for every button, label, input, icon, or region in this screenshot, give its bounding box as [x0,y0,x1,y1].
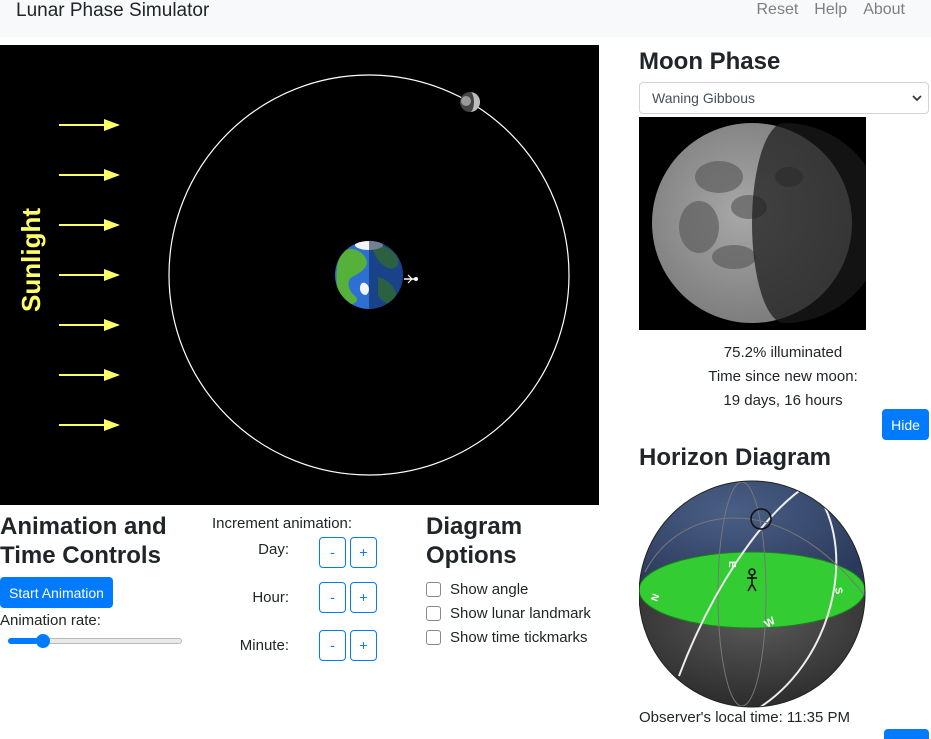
show-time-tickmarks-option[interactable]: Show time tickmarks [426,627,588,647]
show-time-tickmarks-checkbox[interactable] [426,629,441,645]
hour-label: Hour: [252,589,289,606]
animation-rate-label: Animation rate: [0,612,101,629]
increment-hour-row: Hour: - + [212,582,382,614]
show-angle-option[interactable]: Show angle [426,579,528,599]
reset-link[interactable]: Reset [756,1,799,18]
observer-stick-figure [747,568,757,592]
show-lunar-landmark-label[interactable]: Show lunar landmark [450,604,591,622]
animation-controls: Animation and Time Controls Start Animat… [0,512,200,648]
slider-fill [8,638,43,644]
animation-controls-title: Animation and Time Controls [0,513,167,569]
observer-icon[interactable] [404,274,418,284]
sunlight-label: Sunlight [16,208,46,312]
show-angle-checkbox[interactable] [426,581,441,597]
observer-local-time: Observer's local time: 11:35 PM [639,709,850,726]
moon-phase-selected[interactable]: Waning Gibbous [652,90,755,106]
day-decrement-button[interactable]: - [319,537,346,568]
help-link[interactable]: Help [814,1,848,18]
hide-button[interactable]: Hide [882,409,929,440]
chevron-down-icon [912,95,922,102]
increment-minute-row: Minute: - + [212,630,382,662]
diagram-options-title: Diagram Options [426,513,523,569]
about-link[interactable]: About [863,1,905,18]
moon-on-sky [750,508,772,530]
show-lunar-landmark-option[interactable]: Show lunar landmark [426,603,591,623]
south-label: S [832,587,844,596]
horizon-diagram[interactable]: E S W N [638,476,869,708]
nav-links: Reset Help About [756,1,905,19]
show-time-tickmarks-label[interactable]: Show time tickmarks [450,628,588,646]
moon-info: 75.2% illuminated Time since new moon: 1… [639,341,929,413]
minute-label: Minute: [239,637,289,654]
hour-decrement-button[interactable]: - [319,582,346,613]
moon-phase-image [639,117,884,330]
minute-increment-button[interactable]: + [350,630,377,661]
navbar: Lunar Phase Simulator Reset Help About [0,0,931,37]
hour-increment-button[interactable]: + [350,582,377,613]
animation-rate-slider[interactable] [8,634,182,648]
app-title[interactable]: Lunar Phase Simulator [16,0,210,21]
east-label: E [726,561,737,568]
day-label: Day: [258,541,289,558]
day-increment-button[interactable]: + [350,537,377,568]
show-angle-label[interactable]: Show angle [450,580,529,598]
north-label: N [649,592,662,603]
earth [335,241,403,309]
slider-thumb[interactable] [35,634,50,648]
show-lunar-landmark-checkbox[interactable] [426,605,441,621]
sunlight-arrows [59,119,120,431]
orbit-diagram[interactable]: Sunlight [0,45,599,505]
moon-marker[interactable] [460,92,480,112]
orbit-canvas[interactable]: Sunlight [0,45,599,505]
increment-title: Increment animation: [212,515,353,532]
moon-phase-select[interactable]: Waning Gibbous [639,82,929,114]
moon-phase-title: Moon Phase [639,48,781,75]
time-since-new-moon-label: Time since new moon: [708,368,858,385]
horizon-plane [639,552,865,628]
minute-decrement-button[interactable]: - [319,630,346,661]
illumination-text: 75.2% illuminated [723,344,843,361]
start-animation-button[interactable]: Start Animation [0,577,113,608]
time-since-new-moon-value: 19 days, 16 hours [723,392,843,409]
horizon-diagram-title: Horizon Diagram [639,444,832,471]
moon-orbit [168,74,570,476]
diagram-options: Diagram Options Show angle Show lunar la… [426,512,606,646]
increment-day-row: Day: - + [212,534,382,568]
